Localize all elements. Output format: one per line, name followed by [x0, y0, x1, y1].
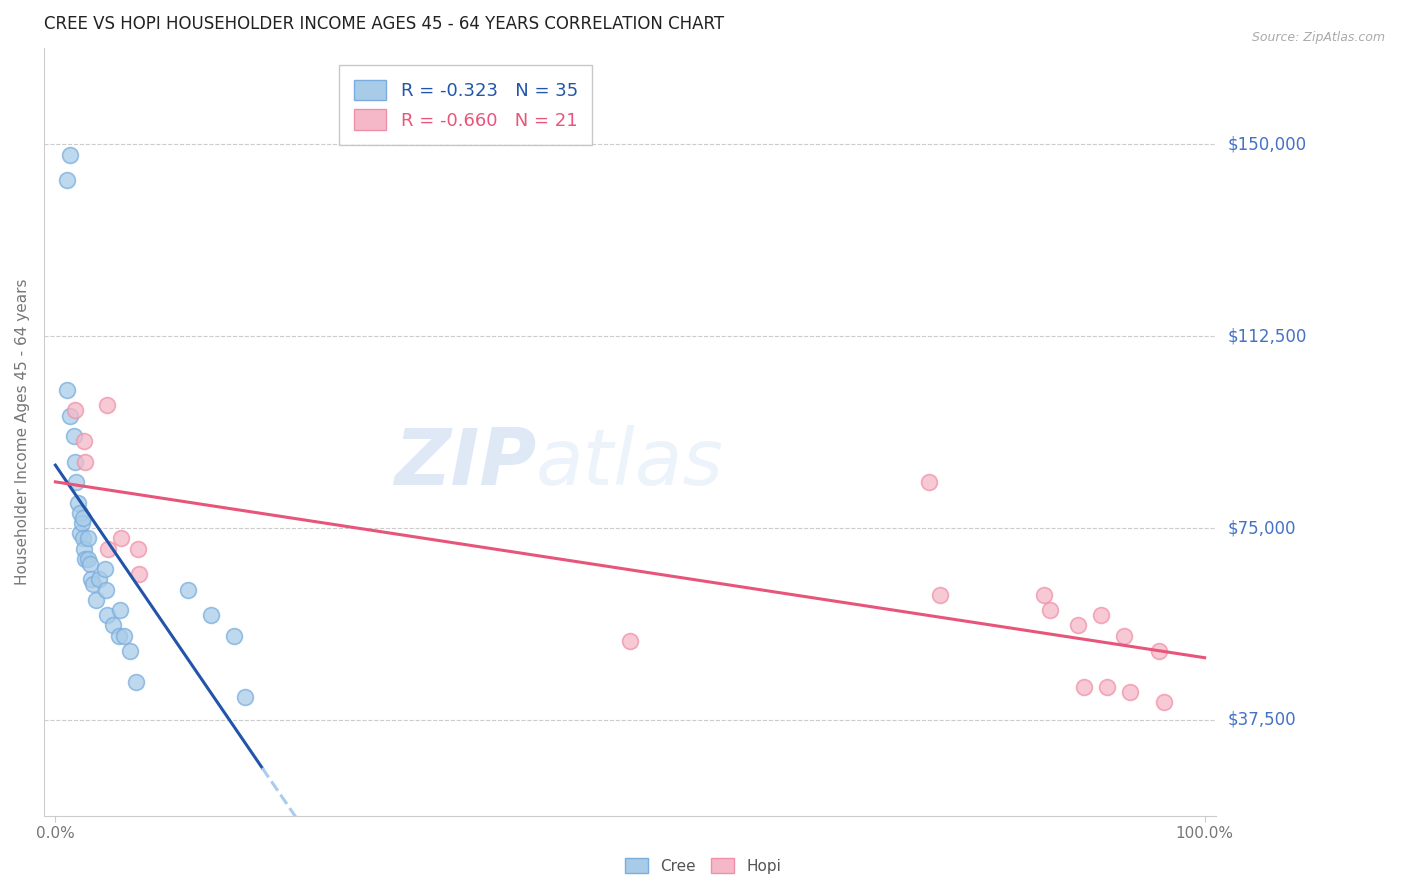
Point	[63, 454, 86, 468]
Point	[80, 572, 103, 586]
Text: CREE VS HOPI HOUSEHOLDER INCOME AGES 45 - 64 YEARS CORRELATION CHART: CREE VS HOPI HOUSEHOLDER INCOME AGES 45 …	[44, 15, 724, 33]
Point	[72, 532, 94, 546]
Point	[1114, 629, 1136, 643]
Point	[73, 434, 96, 449]
Text: $75,000: $75,000	[1227, 519, 1296, 537]
Point	[76, 551, 98, 566]
Point	[1147, 644, 1170, 658]
Point	[56, 173, 79, 187]
Point	[108, 603, 131, 617]
Point	[97, 541, 120, 556]
Point	[176, 582, 198, 597]
Point	[62, 429, 84, 443]
Point	[1032, 588, 1054, 602]
Point	[94, 582, 117, 597]
Point	[84, 592, 107, 607]
Text: Source: ZipAtlas.com: Source: ZipAtlas.com	[1251, 31, 1385, 45]
Point	[120, 644, 142, 658]
Point	[96, 608, 118, 623]
Point	[69, 506, 91, 520]
Point	[1095, 680, 1118, 694]
Point	[87, 572, 110, 586]
Point	[94, 562, 117, 576]
Point	[82, 577, 104, 591]
Point	[222, 629, 245, 643]
Point	[59, 147, 82, 161]
Point	[619, 633, 641, 648]
Legend: R = -0.323   N = 35, R = -0.660   N = 21: R = -0.323 N = 35, R = -0.660 N = 21	[339, 65, 592, 145]
Text: ZIP: ZIP	[394, 425, 536, 501]
Point	[59, 409, 82, 423]
Point	[110, 532, 132, 546]
Y-axis label: Householder Income Ages 45 - 64 years: Householder Income Ages 45 - 64 years	[15, 279, 30, 585]
Point	[107, 629, 129, 643]
Point	[73, 541, 96, 556]
Point	[112, 629, 135, 643]
Point	[128, 567, 150, 582]
Point	[125, 674, 148, 689]
Point	[69, 526, 91, 541]
Point	[929, 588, 952, 602]
Point	[101, 618, 124, 632]
Point	[76, 532, 98, 546]
Point	[1153, 695, 1175, 709]
Point	[200, 608, 222, 623]
Text: $37,500: $37,500	[1227, 711, 1296, 729]
Point	[56, 383, 79, 397]
Point	[1119, 685, 1142, 699]
Point	[1090, 608, 1112, 623]
Point	[72, 511, 94, 525]
Point	[75, 551, 97, 566]
Point	[127, 541, 149, 556]
Point	[918, 475, 941, 489]
Point	[65, 475, 87, 489]
Point	[233, 690, 256, 704]
Point	[1067, 618, 1090, 632]
Point	[1073, 680, 1095, 694]
Text: $112,500: $112,500	[1227, 327, 1306, 345]
Point	[70, 516, 93, 530]
Point	[96, 398, 118, 412]
Point	[75, 454, 97, 468]
Text: atlas: atlas	[536, 425, 724, 501]
Point	[79, 557, 101, 571]
Legend: Cree, Hopi: Cree, Hopi	[619, 852, 787, 880]
Point	[1038, 603, 1060, 617]
Point	[67, 495, 90, 509]
Point	[63, 403, 86, 417]
Text: $150,000: $150,000	[1227, 136, 1306, 153]
